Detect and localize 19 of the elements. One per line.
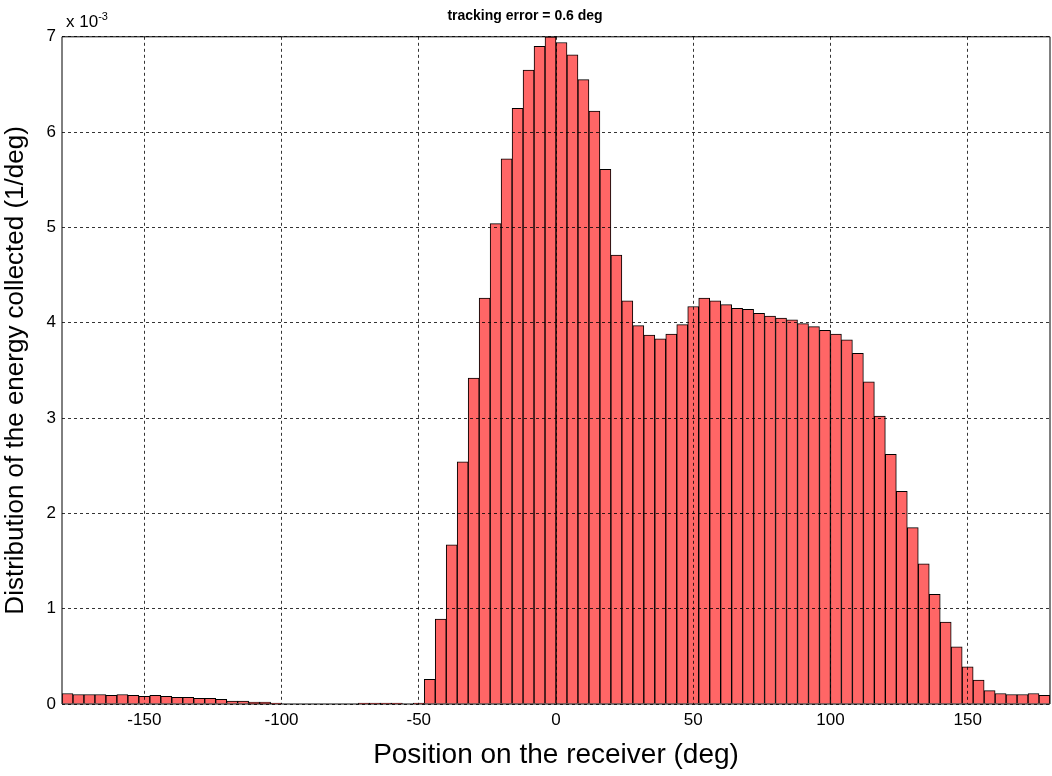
- x-tick-label: -150: [127, 709, 162, 729]
- x-tick-label: -100: [264, 709, 299, 729]
- y-tick-label: 7: [46, 26, 56, 46]
- x-axis-title: Position on the receiver (deg): [373, 737, 739, 769]
- y-tick-label: 0: [46, 693, 56, 713]
- x-tick-label: 150: [953, 709, 982, 729]
- chart-title: tracking error = 0.6 deg: [447, 7, 603, 24]
- x-tick-label: -50: [406, 709, 432, 729]
- y-tick-label: 1: [46, 598, 56, 618]
- y-tick-label: 2: [46, 503, 56, 523]
- y-tick-label: 6: [46, 121, 56, 141]
- y-axis-title: Distribution of the energy collected (1/deg): [0, 126, 29, 615]
- y-tick-label: 4: [46, 312, 56, 332]
- x-tick-label: 100: [816, 709, 845, 729]
- text: x 10$^{-3}$: [66, 10, 108, 32]
- y-tick-label: 3: [46, 407, 56, 427]
- y-tick-label: 5: [46, 217, 56, 237]
- x-tick-label: 0: [551, 709, 561, 729]
- x-tick-label: 50: [683, 709, 703, 729]
